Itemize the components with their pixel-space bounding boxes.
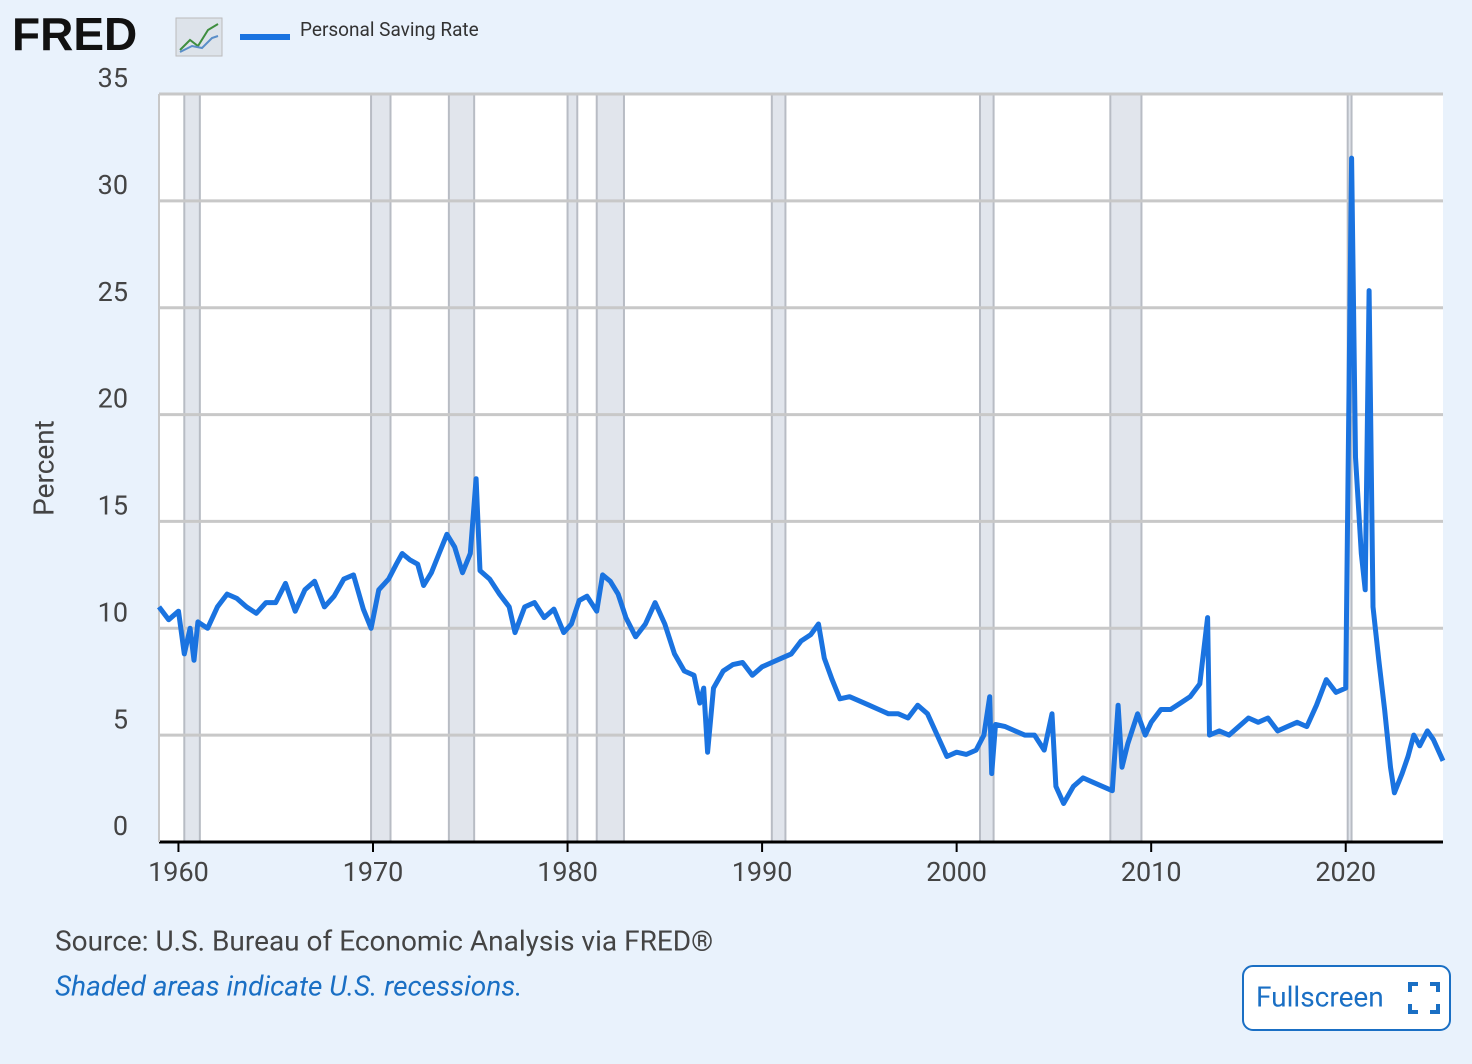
y-tick-label: 0 [113, 810, 128, 842]
x-tick-label: 1970 [343, 856, 404, 888]
recession-band [183, 93, 201, 843]
x-tick-label: 2000 [926, 856, 987, 888]
recession-band [595, 93, 625, 843]
recession-band [447, 93, 476, 843]
y-tick-label: 30 [98, 169, 128, 201]
x-tick-label: 1990 [732, 856, 793, 888]
fullscreen-button[interactable]: Fullscreen [1242, 965, 1451, 1031]
y-tick-label: 10 [98, 596, 128, 628]
y-tick-label: 25 [98, 276, 128, 308]
x-tick-label: 2020 [1315, 856, 1376, 888]
plot-area [159, 94, 1443, 842]
note: Shaded areas indicate U.S. recessions. [55, 969, 522, 1002]
y-axis-label: Percent [27, 420, 60, 516]
logo-icon [175, 17, 223, 57]
recession-band [370, 93, 392, 843]
y-tick-label: 20 [98, 383, 128, 415]
y-tick-label: 15 [98, 490, 128, 522]
y-tick-label: 35 [98, 62, 128, 94]
legend-label: Personal Saving Rate [300, 18, 479, 41]
recession-band [770, 93, 787, 843]
data-line [157, 155, 1446, 806]
source: Source: U.S. Bureau of Economic Analysis… [55, 924, 713, 957]
x-tick-label: 1960 [148, 856, 209, 888]
y-tick-label: 5 [113, 703, 128, 735]
legend-swatch [240, 34, 290, 40]
fullscreen-icon[interactable] [1408, 982, 1440, 1014]
x-tick-label: 1980 [537, 856, 598, 888]
x-tick-label: 2010 [1121, 856, 1182, 888]
logo: FRED [12, 8, 137, 60]
button-box[interactable] [1242, 965, 1451, 1031]
recession-band [566, 93, 579, 843]
button-label[interactable]: Fullscreen [1256, 980, 1384, 1013]
